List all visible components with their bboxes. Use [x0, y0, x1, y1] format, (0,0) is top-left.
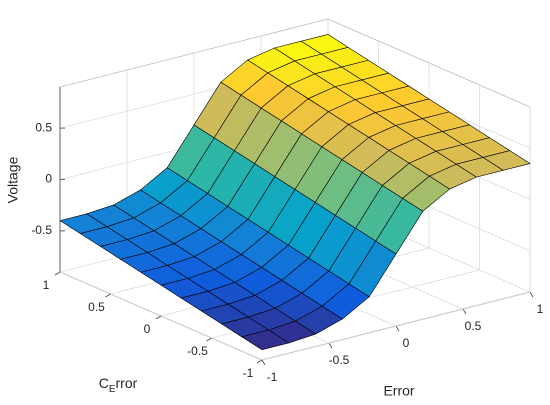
- tick-mark: [395, 325, 400, 332]
- z-axis-label: Voltage: [5, 156, 21, 203]
- x-tick-label: -0.5: [329, 353, 350, 367]
- grid-line: [261, 291, 531, 361]
- y-tick-label: -0.5: [187, 344, 208, 358]
- tick-mark: [54, 271, 61, 276]
- z-tick-label: -0.5: [31, 223, 52, 237]
- y-tick-label: -1: [243, 366, 254, 380]
- x-tick-label: 1: [537, 302, 544, 316]
- surface-face: [241, 329, 290, 351]
- x-tick-label: 0: [403, 336, 410, 350]
- y-tick-label: 0.5: [88, 300, 105, 314]
- y-tick-label: 0: [144, 322, 151, 336]
- y-tick-label: 1: [43, 278, 50, 292]
- tick-mark: [105, 293, 111, 298]
- y-label-part: C: [99, 375, 109, 391]
- x-axis-label: Error: [383, 383, 414, 399]
- z-tick-label: 0: [45, 172, 52, 186]
- tick-mark: [261, 359, 266, 366]
- tick-mark: [206, 337, 212, 342]
- y-label-sub: E: [109, 384, 116, 395]
- y-label-part: rror: [116, 375, 138, 391]
- z-tick-label: 0.5: [35, 120, 52, 134]
- tick-mark: [529, 291, 534, 298]
- tick-mark: [155, 315, 162, 320]
- x-tick-label: -1: [267, 370, 278, 384]
- x-tick-label: 0.5: [465, 319, 482, 333]
- tick-mark: [256, 359, 263, 364]
- tick-mark: [328, 342, 333, 349]
- y-axis-label: CError: [99, 375, 138, 395]
- tick-mark: [462, 308, 467, 315]
